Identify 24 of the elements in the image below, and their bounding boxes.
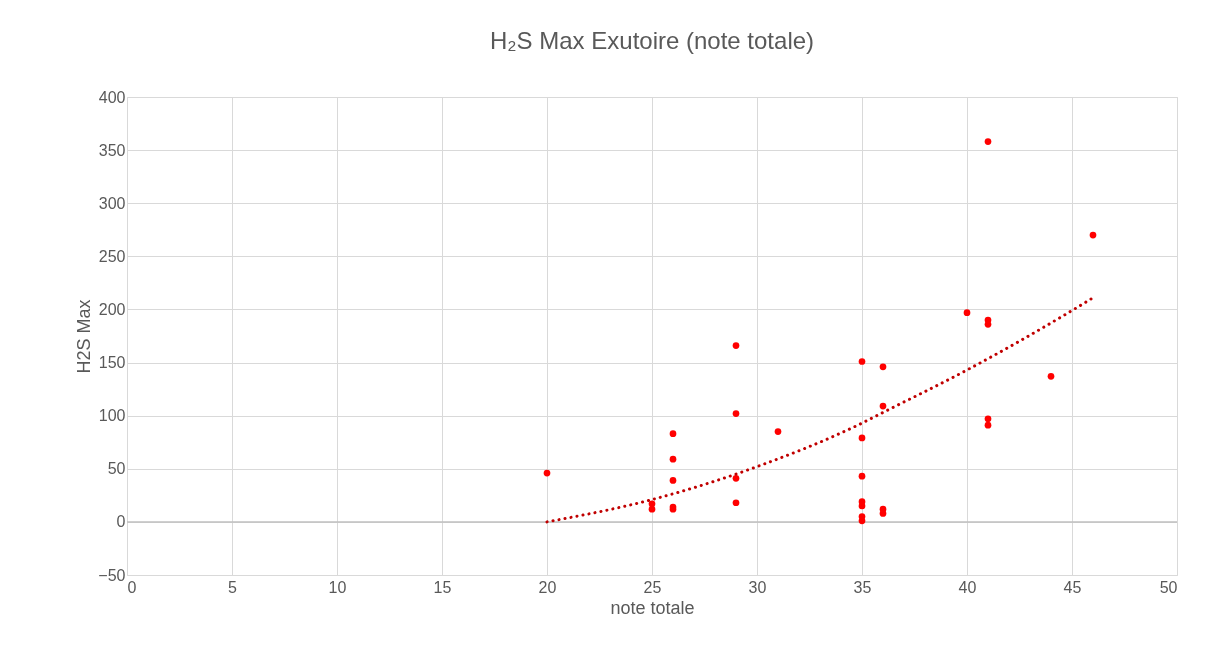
y-tick-label: 0 [116,513,126,531]
chart-title: H₂S Max Exutoire (note totale) [489,27,815,54]
y-tick-label: 150 [98,354,126,372]
x-tick-label: 30 [748,578,767,596]
x-axis-title: note totale [610,597,695,618]
x-tick-label: 25 [643,578,662,596]
y-axis-title: H2S Max [74,299,95,374]
x-tick-label: 0 [127,578,137,596]
x-tick-label: 5 [228,578,238,596]
x-tick-label: 10 [328,578,347,596]
x-tick-label: 35 [853,578,872,596]
y-tick-label: 300 [98,194,126,212]
y-tick-label: 350 [98,141,126,159]
x-tick-label: 40 [958,578,977,596]
y-tick-label: 200 [98,300,126,318]
x-tick-label: 20 [538,578,557,596]
x-tick-label: 15 [433,578,452,596]
y-tick-label: −50 [98,566,126,584]
y-tick-label: 50 [107,460,126,478]
y-tick-label: 400 [98,88,126,106]
y-tick-label: 100 [98,407,126,425]
y-tick-label: 250 [98,247,126,265]
x-tick-label: 50 [1159,578,1178,596]
x-tick-label: 45 [1063,578,1082,596]
